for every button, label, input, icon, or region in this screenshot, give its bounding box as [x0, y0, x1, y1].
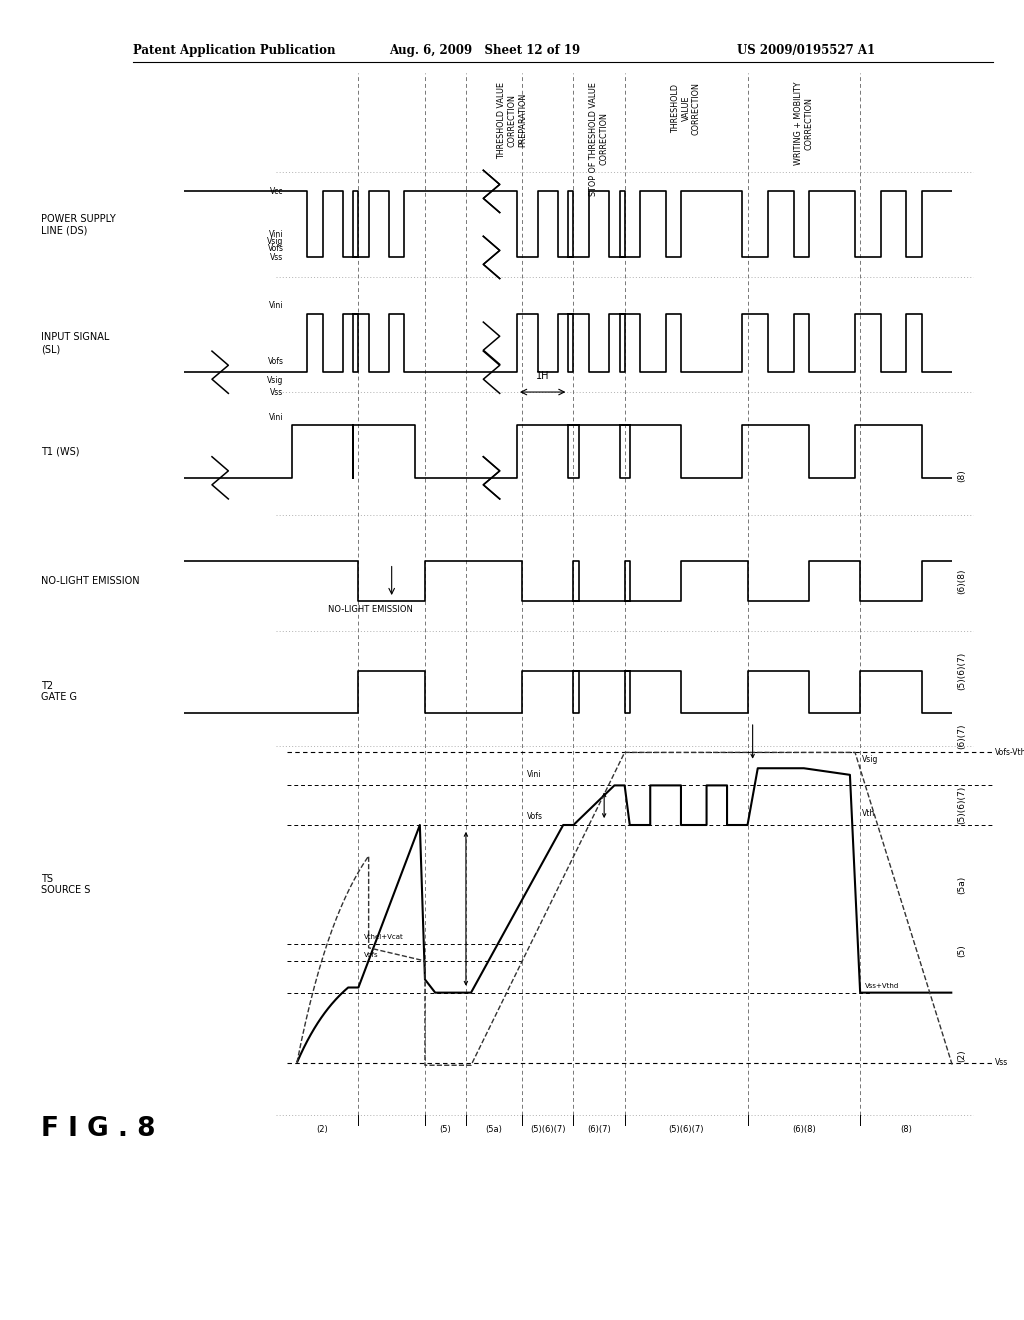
Text: Vsig: Vsig — [862, 755, 879, 764]
Text: (2): (2) — [957, 1049, 967, 1063]
Text: (6)(7): (6)(7) — [957, 723, 967, 750]
Text: Vini: Vini — [269, 413, 284, 422]
Text: Vofs: Vofs — [527, 812, 544, 821]
Text: Vini: Vini — [527, 770, 542, 779]
Text: Vthel+Vcat: Vthel+Vcat — [364, 933, 403, 940]
Text: Vini: Vini — [269, 301, 284, 310]
Text: POWER SUPPLY
LINE (DS): POWER SUPPLY LINE (DS) — [41, 214, 116, 235]
Text: (5)(6)(7): (5)(6)(7) — [957, 787, 967, 824]
Text: T1 (WS): T1 (WS) — [41, 446, 80, 457]
Text: T2
GATE G: T2 GATE G — [41, 681, 77, 702]
Text: THRESHOLD VALUE
CORRECTION
PREPARATION: THRESHOLD VALUE CORRECTION PREPARATION — [497, 82, 527, 158]
Text: (5a): (5a) — [485, 1125, 503, 1134]
Text: (6)(8): (6)(8) — [792, 1125, 816, 1134]
Text: Vofs: Vofs — [267, 356, 284, 366]
Text: Vofs: Vofs — [267, 244, 284, 252]
Text: Vcc: Vcc — [270, 187, 284, 195]
Text: Vss: Vss — [995, 1059, 1009, 1067]
Text: Vss+Vthd: Vss+Vthd — [865, 982, 899, 989]
Text: (5)(6)(7): (5)(6)(7) — [530, 1125, 565, 1134]
Text: (2): (2) — [316, 1125, 329, 1134]
Text: (5)(6)(7): (5)(6)(7) — [957, 652, 967, 689]
Text: (8): (8) — [900, 1125, 912, 1134]
Text: INPUT SIGNAL
(SL): INPUT SIGNAL (SL) — [41, 333, 110, 354]
Text: Vofs: Vofs — [364, 952, 378, 958]
Text: (5)(6)(7): (5)(6)(7) — [669, 1125, 703, 1134]
Text: (6)(8): (6)(8) — [957, 568, 967, 594]
Text: (5): (5) — [957, 944, 967, 957]
Text: (6)(7): (6)(7) — [587, 1125, 611, 1134]
Text: TS
SOURCE S: TS SOURCE S — [41, 874, 90, 895]
Text: Vss: Vss — [270, 253, 284, 261]
Text: NO-LIGHT EMISSION: NO-LIGHT EMISSION — [41, 576, 139, 586]
Text: Vsig: Vsig — [267, 238, 284, 246]
Text: (5): (5) — [439, 1125, 452, 1134]
Text: Patent Application Publication: Patent Application Publication — [133, 44, 336, 57]
Text: Vofs-Vth: Vofs-Vth — [995, 748, 1024, 756]
Text: Aug. 6, 2009   Sheet 12 of 19: Aug. 6, 2009 Sheet 12 of 19 — [389, 44, 581, 57]
Text: 1H: 1H — [536, 371, 550, 381]
Text: STOP OF THRESHOLD VALUE
CORRECTION: STOP OF THRESHOLD VALUE CORRECTION — [590, 82, 608, 195]
Text: Vsig: Vsig — [267, 376, 284, 385]
Text: WRITING + MOBILITY
CORRECTION: WRITING + MOBILITY CORRECTION — [795, 82, 813, 165]
Text: US 2009/0195527 A1: US 2009/0195527 A1 — [737, 44, 876, 57]
Text: (5a): (5a) — [957, 875, 967, 894]
Text: Vss: Vss — [270, 388, 284, 397]
Text: (8): (8) — [957, 469, 967, 482]
Text: Vth: Vth — [862, 809, 876, 818]
Text: Vini: Vini — [269, 231, 284, 239]
Text: NO-LIGHT EMISSION: NO-LIGHT EMISSION — [328, 605, 413, 614]
Text: THRESHOLD
VALUE
CORRECTION: THRESHOLD VALUE CORRECTION — [671, 82, 701, 135]
Text: F I G . 8: F I G . 8 — [41, 1115, 156, 1142]
